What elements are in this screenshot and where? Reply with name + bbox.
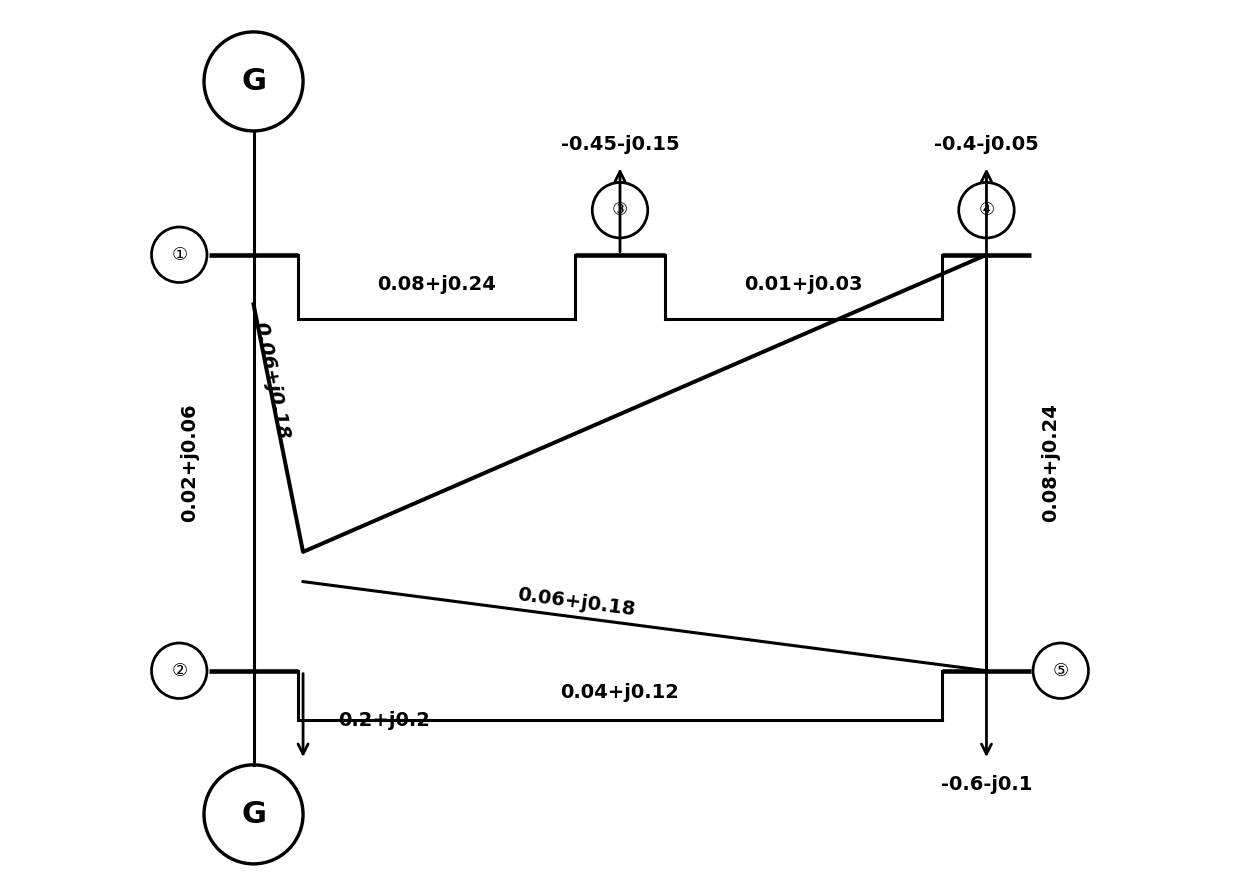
Text: G: G (241, 67, 267, 96)
Text: ①: ① (171, 246, 187, 264)
Text: -0.6-j0.1: -0.6-j0.1 (941, 774, 1032, 794)
Text: ⑤: ⑤ (1053, 662, 1069, 680)
Text: 0.06+j0.18: 0.06+j0.18 (516, 585, 636, 620)
Text: 0.2+j0.2: 0.2+j0.2 (337, 711, 429, 730)
Text: 0.06+j0.18: 0.06+j0.18 (249, 320, 291, 442)
Text: G: G (241, 800, 267, 828)
Text: -0.4-j0.05: -0.4-j0.05 (934, 134, 1039, 154)
Text: ②: ② (171, 662, 187, 680)
Text: -0.45-j0.15: -0.45-j0.15 (560, 134, 680, 154)
Text: ④: ④ (978, 201, 994, 219)
Text: 0.02+j0.06: 0.02+j0.06 (180, 403, 198, 522)
Text: 0.08+j0.24: 0.08+j0.24 (377, 275, 496, 294)
Text: ③: ③ (611, 201, 629, 219)
Text: 0.08+j0.24: 0.08+j0.24 (1042, 403, 1060, 522)
Text: 0.04+j0.12: 0.04+j0.12 (560, 683, 680, 702)
Text: 0.01+j0.03: 0.01+j0.03 (744, 275, 863, 294)
